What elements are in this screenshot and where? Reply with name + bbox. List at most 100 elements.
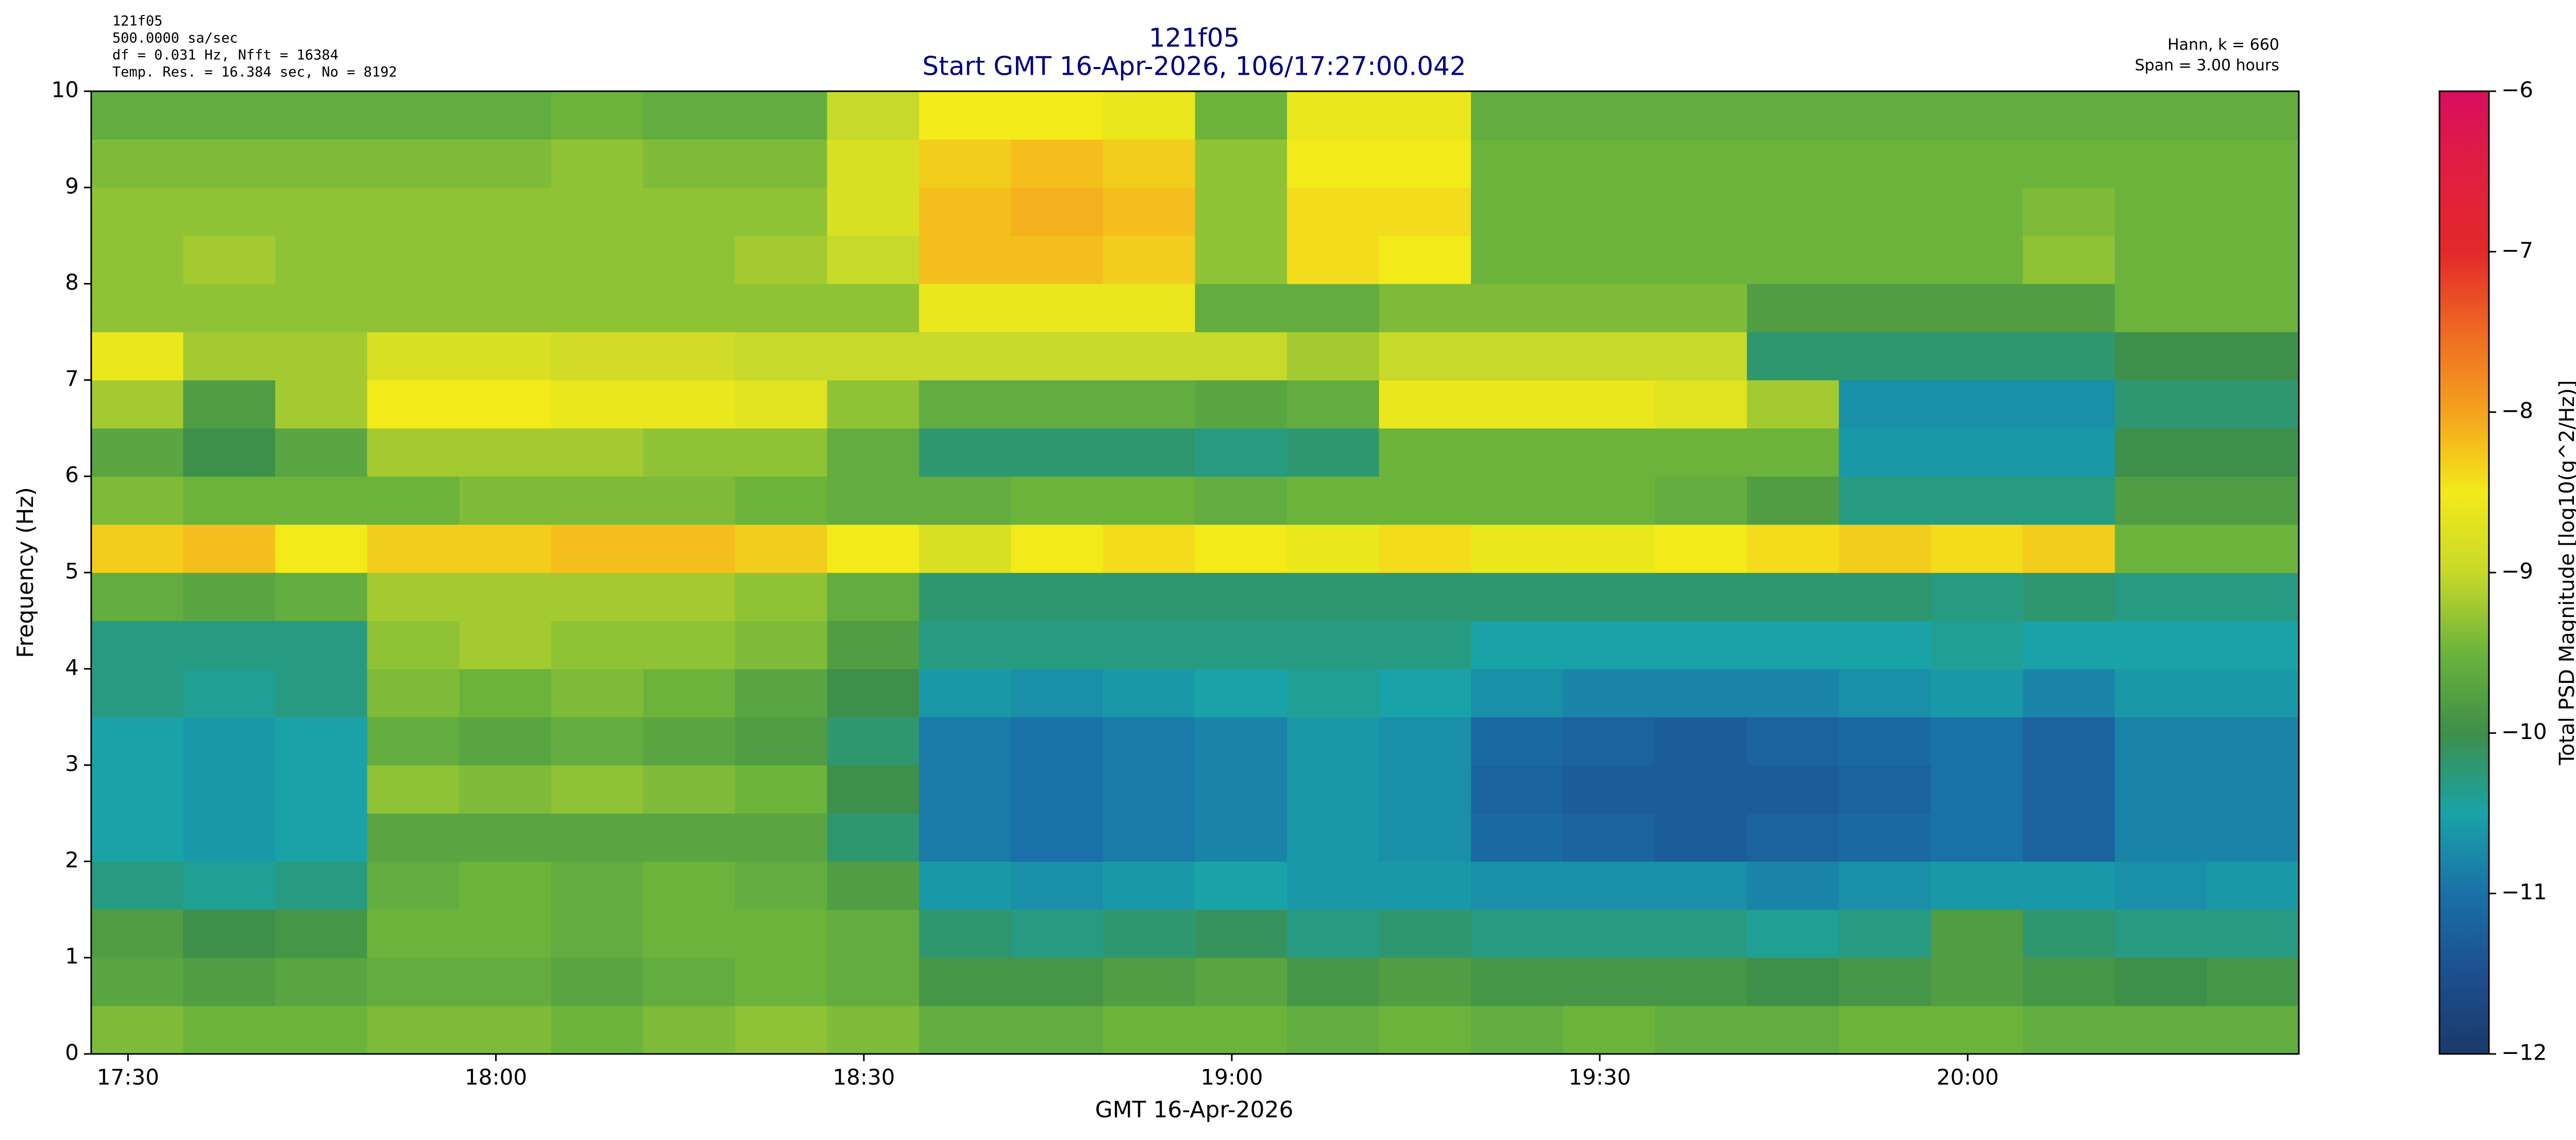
heatmap-cell — [643, 958, 736, 1007]
heatmap-cell — [1563, 668, 1655, 717]
heatmap-cell — [1379, 332, 1471, 380]
heatmap-cell — [2114, 909, 2208, 958]
chart-subtitle: Start GMT 16-Apr-2026, 106/17:27:00.042 — [922, 52, 1466, 81]
heatmap-cell — [275, 1005, 368, 1054]
heatmap-cell — [1195, 139, 1287, 188]
heatmap-cell — [2023, 621, 2115, 669]
heatmap-cell — [2114, 717, 2208, 766]
heatmap-cell — [1379, 861, 1471, 910]
heatmap-cell — [1287, 380, 1380, 429]
heatmap-cell — [735, 139, 827, 188]
heatmap-cell — [827, 139, 920, 188]
heatmap-cell — [1103, 861, 1196, 910]
heatmap-cell — [2207, 524, 2299, 573]
heatmap-cell — [551, 813, 643, 862]
heatmap-cell — [551, 861, 643, 910]
heatmap-cell — [735, 621, 827, 669]
heatmap-cell — [1103, 139, 1196, 188]
heatmap-cell — [275, 668, 368, 717]
heatmap-cell — [1563, 813, 1655, 862]
heatmap-cell — [827, 428, 920, 477]
heatmap-cell — [1195, 909, 1287, 958]
heatmap-cell — [643, 187, 736, 236]
heatmap-cell — [1655, 236, 1748, 284]
heatmap-cell — [459, 91, 552, 140]
heatmap-cell — [91, 668, 184, 717]
heatmap-cell — [1563, 524, 1655, 573]
heatmap-cell — [735, 380, 827, 429]
heatmap-cell — [91, 428, 184, 477]
heatmap-cell — [919, 332, 1012, 380]
heatmap-cell — [1287, 524, 1380, 573]
heatmap-cell — [643, 524, 736, 573]
heatmap-cell — [1930, 187, 2023, 236]
heatmap-cell — [1471, 765, 1564, 814]
heatmap-cell — [1195, 861, 1287, 910]
heatmap-cell — [1379, 187, 1471, 236]
heatmap-cell — [735, 428, 827, 477]
heatmap-cell — [275, 91, 368, 140]
heatmap-cell — [827, 1005, 920, 1054]
heatmap-cell — [827, 476, 920, 525]
heatmap-cell — [1563, 621, 1655, 669]
heatmap-cell — [183, 187, 276, 236]
y-tick-label: 10 — [52, 77, 79, 103]
heatmap-cell — [1839, 476, 1931, 525]
heatmap-cell — [735, 476, 827, 525]
heatmap-cell — [1655, 765, 1748, 814]
heatmap-cell — [919, 139, 1012, 188]
heatmap-cell — [1747, 909, 1839, 958]
heatmap-cell — [735, 332, 827, 380]
heatmap-cell — [1930, 573, 2023, 621]
heatmap-cell — [459, 283, 552, 332]
heatmap-cell — [275, 380, 368, 429]
heatmap-cell — [2023, 236, 2115, 284]
heatmap-cell — [1011, 861, 1104, 910]
heatmap-cell — [1563, 861, 1655, 910]
heatmap-cell — [551, 332, 643, 380]
heatmap-cell — [367, 717, 460, 766]
heatmap-cell — [1287, 909, 1380, 958]
heatmap-cell — [1747, 668, 1839, 717]
heatmap-cell — [1655, 668, 1748, 717]
y-axis-label: Frequency (Hz) — [12, 487, 39, 658]
heatmap-cell — [1563, 958, 1655, 1007]
colorbar-tick-label: −9 — [2501, 559, 2533, 584]
heatmap-cell — [1195, 1005, 1287, 1054]
heatmap-cell — [1195, 573, 1287, 621]
heatmap-cell — [2114, 476, 2208, 525]
heatmap-cell — [459, 958, 552, 1007]
heatmap-cell — [1011, 621, 1104, 669]
heatmap-cell — [1287, 236, 1380, 284]
heatmap-cell — [1287, 621, 1380, 669]
heatmap-cell — [367, 139, 460, 188]
x-tick-label: 19:00 — [1200, 1065, 1263, 1090]
heatmap-cell — [1930, 236, 2023, 284]
heatmap-cell — [919, 861, 1012, 910]
heatmap-cell — [827, 717, 920, 766]
heatmap-cell — [275, 813, 368, 862]
heatmap-cell — [1563, 765, 1655, 814]
info-text: df = 0.031 Hz, Nfft = 16384 — [112, 47, 338, 63]
y-tick-label: 7 — [65, 366, 79, 391]
heatmap-cell — [367, 573, 460, 621]
heatmap-cell — [551, 187, 643, 236]
heatmap-cell — [1103, 236, 1196, 284]
heatmap-cell — [1747, 813, 1839, 862]
heatmap-cell — [735, 524, 827, 573]
heatmap-cell — [1839, 187, 1931, 236]
heatmap-cell — [643, 1005, 736, 1054]
heatmap-cell — [643, 236, 736, 284]
heatmap-cell — [643, 428, 736, 477]
heatmap-cell — [183, 428, 276, 477]
heatmap-cell — [1379, 958, 1471, 1007]
heatmap-cell — [735, 909, 827, 958]
heatmap-cell — [1839, 1005, 1931, 1054]
heatmap-cell — [1839, 717, 1931, 766]
heatmap-cell — [183, 380, 276, 429]
heatmap-cell — [1379, 236, 1471, 284]
heatmap-cell — [551, 139, 643, 188]
heatmap-cell — [1011, 187, 1104, 236]
heatmap-cell — [1379, 573, 1471, 621]
heatmap-cell — [1011, 573, 1104, 621]
